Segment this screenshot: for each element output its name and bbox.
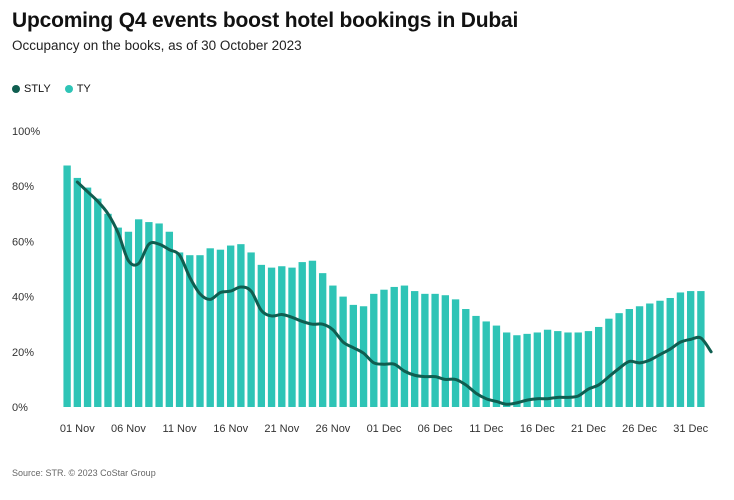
ty-bar xyxy=(145,222,153,407)
source-note: Source: STR. © 2023 CoStar Group xyxy=(12,468,156,478)
ty-bar xyxy=(513,335,521,407)
ty-bar xyxy=(421,293,429,407)
ty-bar xyxy=(318,273,327,407)
ty-bar xyxy=(676,292,685,407)
y-tick-label: 20% xyxy=(12,347,34,359)
ty-bar xyxy=(206,248,214,407)
x-tick-label: 26 Nov xyxy=(315,423,350,435)
ty-bar xyxy=(104,213,112,407)
stly-line xyxy=(75,180,713,406)
ty-bar xyxy=(574,332,582,407)
ty-bar xyxy=(390,286,398,407)
ty-bar xyxy=(124,231,133,407)
ty-bar xyxy=(83,187,92,407)
stly-line-group xyxy=(75,180,713,406)
y-tick-label: 40% xyxy=(12,292,34,304)
ty-bar xyxy=(247,252,255,407)
ty-bar xyxy=(134,219,143,407)
ty-bar xyxy=(155,223,163,407)
ty-bar xyxy=(370,293,378,407)
ty-bar xyxy=(686,291,695,407)
legend-label-ty: TY xyxy=(76,83,91,95)
ty-bar xyxy=(584,331,593,407)
chart-legend: STLY TY xyxy=(12,83,91,95)
ty-bar xyxy=(543,329,552,407)
ty-bar xyxy=(554,331,562,407)
x-tick-label: 01 Nov xyxy=(60,423,95,435)
ty-bar xyxy=(697,291,705,407)
x-tick-label: 16 Dec xyxy=(520,423,555,435)
y-tick-label: 80% xyxy=(12,181,34,193)
x-tick-label: 11 Nov xyxy=(163,423,198,435)
ty-bar xyxy=(431,293,439,407)
ty-bar xyxy=(615,313,623,407)
ty-bar xyxy=(288,267,296,407)
x-tick-label: 16 Nov xyxy=(213,423,248,435)
ty-bar xyxy=(63,165,71,407)
y-tick-label: 60% xyxy=(12,236,34,248)
ty-bar xyxy=(175,252,184,407)
ty-bars xyxy=(63,165,705,407)
ty-bar xyxy=(625,309,634,407)
chart-subtitle: Occupancy on the books, as of 30 October… xyxy=(12,38,302,53)
ty-bar xyxy=(267,267,276,407)
legend-swatch-stly xyxy=(12,85,20,93)
ty-bar xyxy=(380,289,388,407)
ty-bar xyxy=(339,296,347,407)
ty-bar xyxy=(502,332,511,407)
x-tick-label: 26 Dec xyxy=(622,423,657,435)
ty-bar xyxy=(73,177,82,407)
ty-bar xyxy=(492,325,501,407)
y-axis: 0% 20% 40% 60% 80% 100% xyxy=(12,126,40,414)
y-tick-label: 0% xyxy=(12,402,28,414)
x-tick-label: 11 Dec xyxy=(469,423,504,435)
x-tick-label: 21 Nov xyxy=(264,423,299,435)
ty-bar xyxy=(278,266,286,407)
ty-bar xyxy=(329,285,337,407)
ty-bar xyxy=(400,285,409,407)
chart-title: Upcoming Q4 events boost hotel bookings … xyxy=(12,9,519,32)
ty-bar xyxy=(635,306,644,407)
ty-bar xyxy=(451,299,460,407)
x-tick-label: 01 Dec xyxy=(367,423,402,435)
ty-bar xyxy=(564,332,572,407)
ty-bar xyxy=(94,198,102,407)
ty-bar xyxy=(216,249,225,407)
ty-bar xyxy=(441,295,450,407)
ty-bar xyxy=(666,297,674,407)
ty-bar xyxy=(114,227,122,407)
ty-bar xyxy=(257,264,266,407)
ty-bar xyxy=(186,255,194,407)
ty-bar xyxy=(482,321,490,407)
ty-bar xyxy=(472,315,480,407)
ty-bar xyxy=(298,262,306,407)
ty-bar xyxy=(410,291,419,407)
x-tick-label: 31 Dec xyxy=(673,423,708,435)
ty-bar xyxy=(308,260,317,407)
ty-bar xyxy=(462,309,470,407)
ty-bar xyxy=(646,303,654,407)
legend-label-stly: STLY xyxy=(24,83,51,95)
legend-swatch-ty xyxy=(64,85,73,93)
ty-bar xyxy=(594,326,603,407)
x-tick-label: 06 Dec xyxy=(418,423,453,435)
ty-bar xyxy=(237,244,245,407)
ty-bar xyxy=(533,332,542,407)
ty-bar xyxy=(523,333,531,407)
ty-bar xyxy=(605,318,613,407)
ty-bar xyxy=(359,306,368,407)
ty-bar xyxy=(165,231,174,407)
ty-bar xyxy=(196,255,204,407)
ty-bar xyxy=(349,304,358,407)
legend-item-ty: TY xyxy=(64,83,91,95)
y-tick-label: 100% xyxy=(12,126,40,138)
x-tick-label: 21 Dec xyxy=(571,423,606,435)
legend-item-stly: STLY xyxy=(12,83,51,95)
x-tick-label: 06 Nov xyxy=(111,423,146,435)
x-axis: 01 Nov 06 Nov 11 Nov 16 Nov 21 Nov 26 Nov 01 D… xyxy=(60,423,709,435)
ty-bar xyxy=(226,245,235,407)
